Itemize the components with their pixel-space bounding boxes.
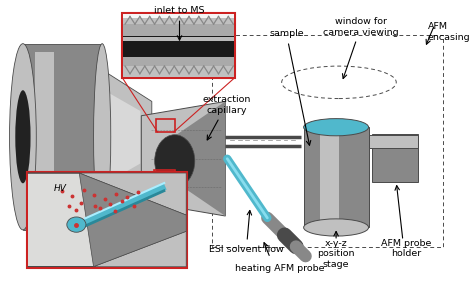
Polygon shape — [99, 68, 152, 206]
Ellipse shape — [304, 219, 369, 236]
Polygon shape — [23, 44, 102, 230]
Bar — [304, 127, 369, 227]
Bar — [212, 34, 443, 247]
Bar — [27, 173, 186, 266]
Bar — [27, 172, 187, 268]
Ellipse shape — [15, 90, 30, 183]
Bar — [123, 24, 234, 36]
Text: x-y-z
position
stage: x-y-z position stage — [318, 239, 355, 269]
Ellipse shape — [9, 44, 36, 230]
Text: HV: HV — [54, 184, 66, 193]
Bar — [320, 127, 339, 227]
Bar — [373, 134, 418, 182]
Polygon shape — [79, 173, 186, 266]
Ellipse shape — [304, 119, 369, 136]
Ellipse shape — [93, 44, 111, 230]
Bar — [154, 170, 175, 182]
Polygon shape — [107, 92, 140, 183]
Text: inlet to MS: inlet to MS — [154, 7, 205, 40]
Bar — [123, 14, 234, 77]
Bar — [123, 18, 234, 30]
Text: ESI solvent flow: ESI solvent flow — [209, 210, 284, 254]
Text: AFM
encasing: AFM encasing — [428, 22, 470, 42]
Text: AFM probe
holder: AFM probe holder — [381, 239, 431, 258]
Polygon shape — [369, 135, 418, 148]
Polygon shape — [175, 101, 225, 216]
Ellipse shape — [67, 217, 86, 232]
Text: window for
camera viewing: window for camera viewing — [323, 17, 399, 79]
Text: extraction
capillary: extraction capillary — [202, 95, 250, 140]
Ellipse shape — [155, 135, 195, 187]
Bar — [155, 119, 175, 132]
Polygon shape — [36, 52, 55, 223]
Bar — [123, 65, 234, 77]
Bar — [123, 56, 234, 66]
Text: sample: sample — [269, 29, 311, 145]
Polygon shape — [27, 173, 186, 215]
Bar — [123, 36, 234, 56]
Bar — [123, 37, 234, 41]
Bar — [122, 13, 235, 78]
Polygon shape — [27, 231, 186, 266]
Polygon shape — [141, 101, 225, 216]
Text: heating AFM probe: heating AFM probe — [235, 264, 325, 273]
